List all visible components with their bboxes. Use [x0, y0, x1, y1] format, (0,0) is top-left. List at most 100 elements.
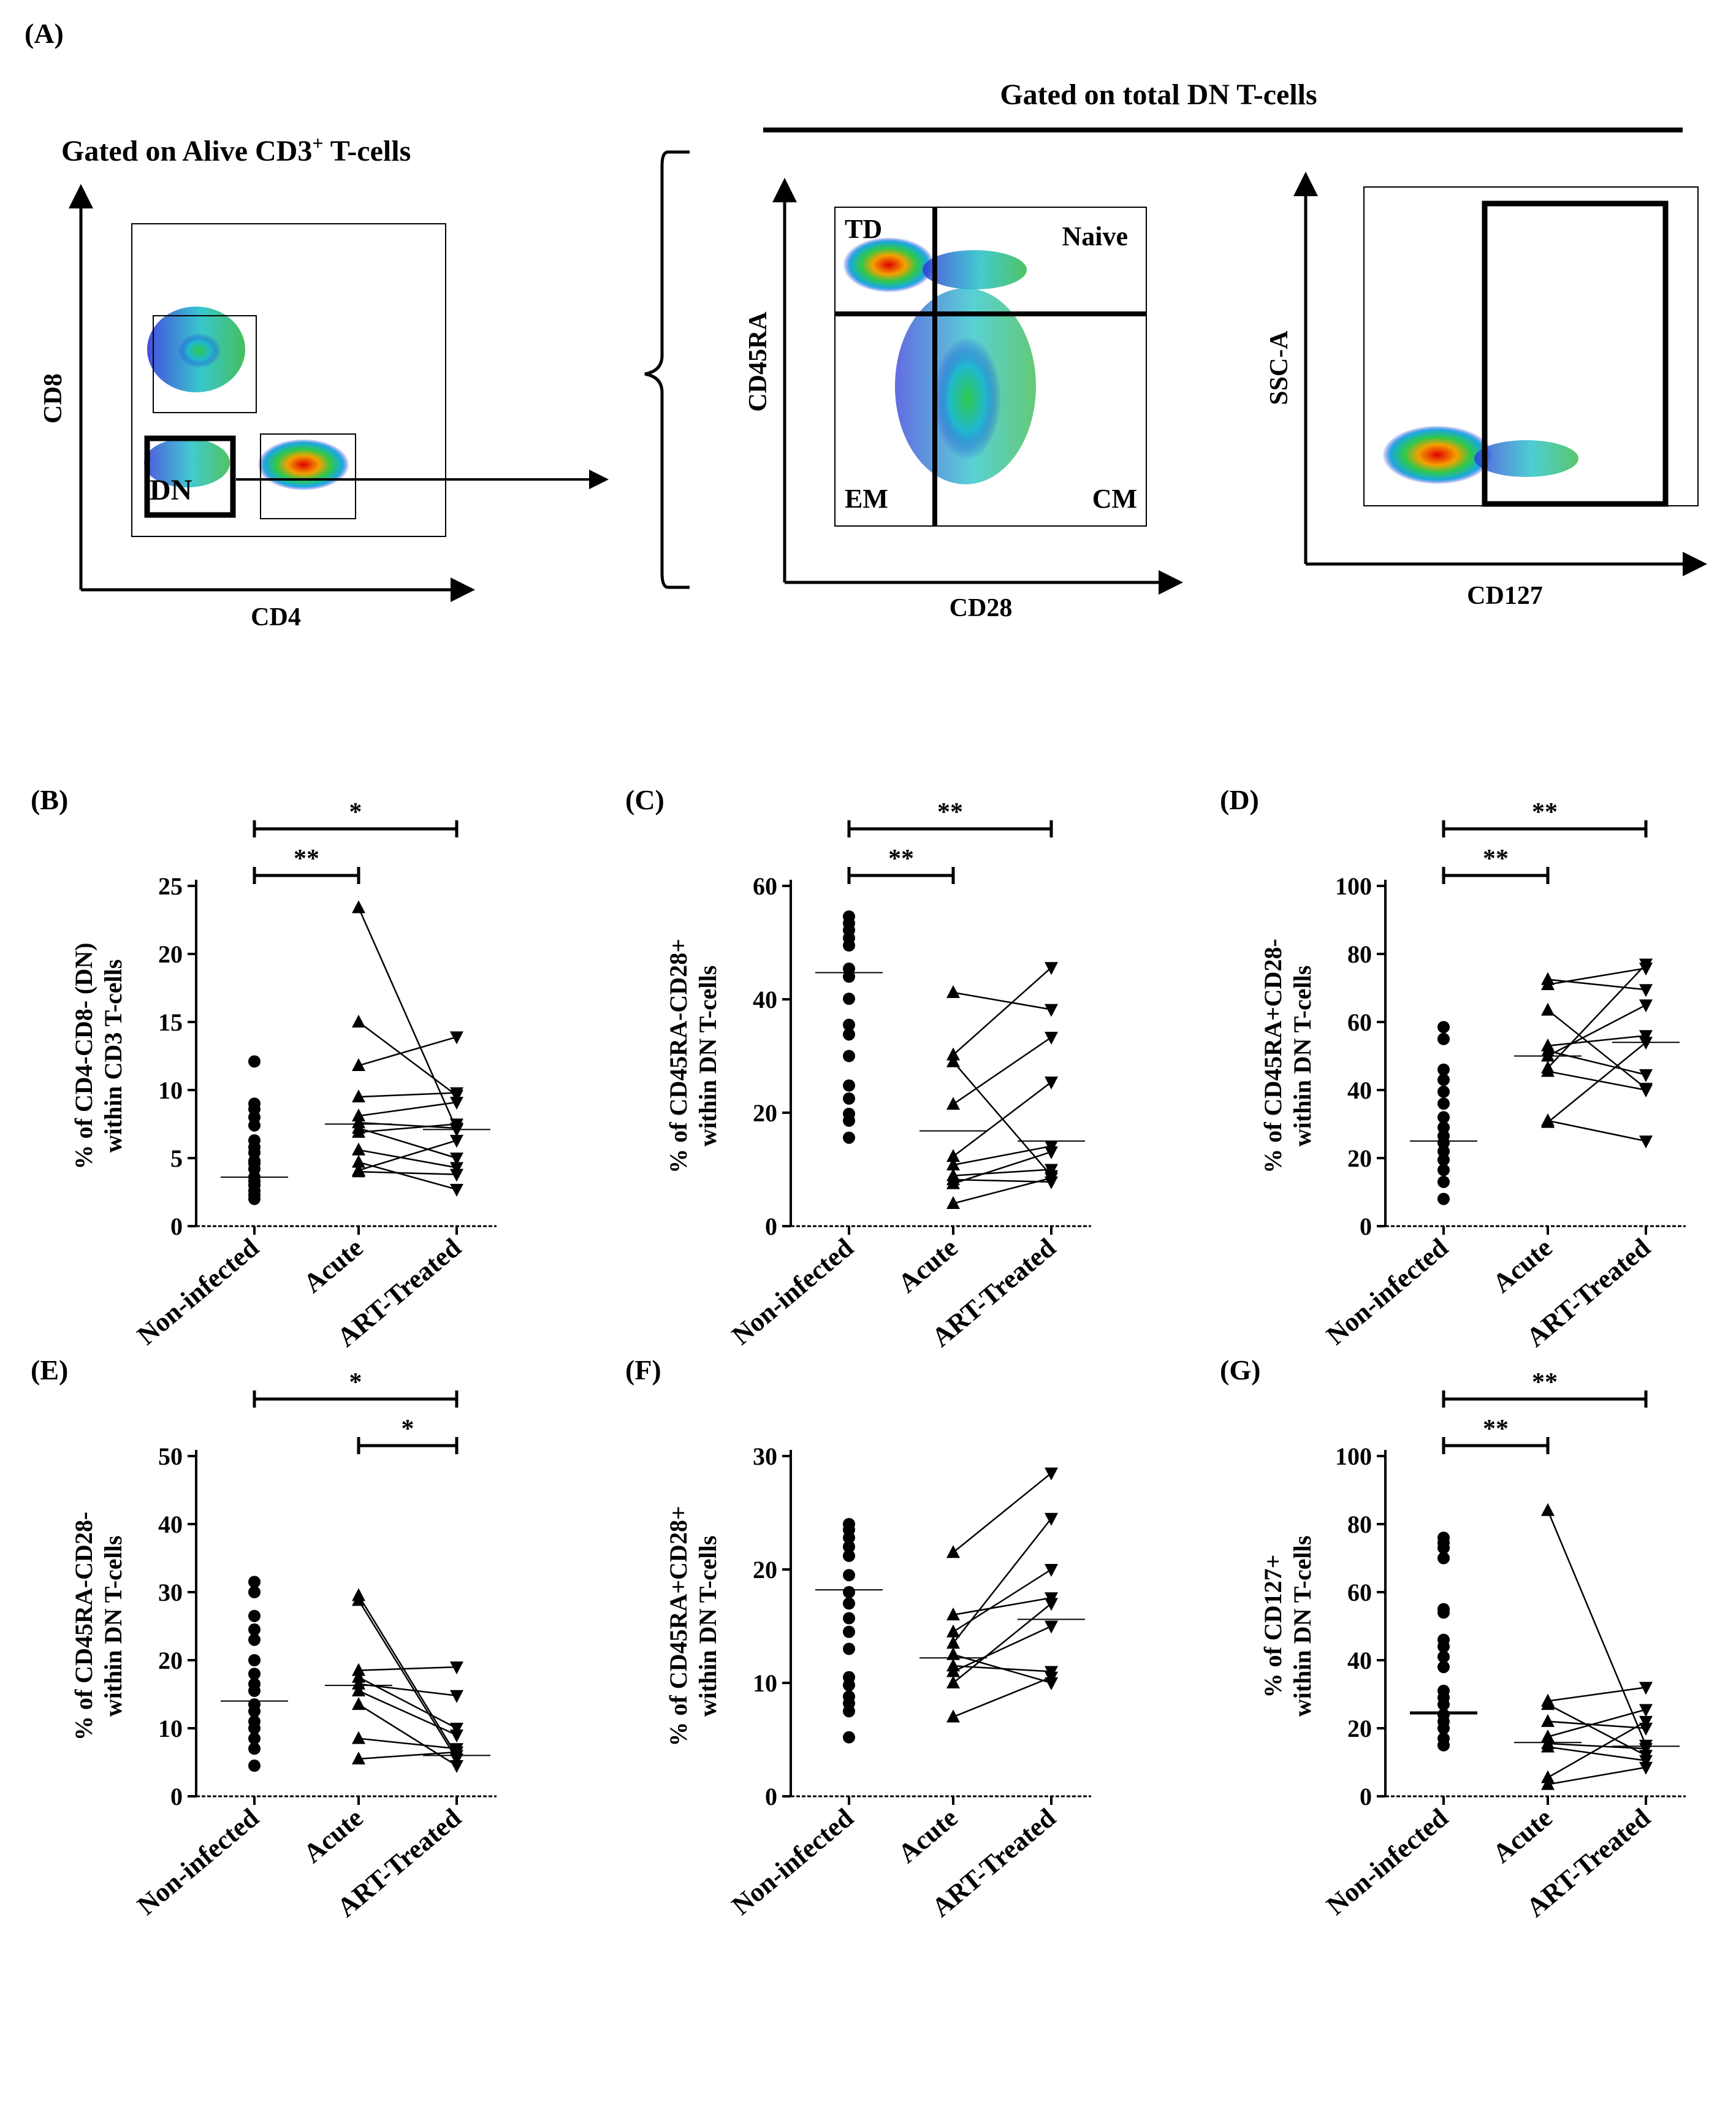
y-tick-label: 15: [158, 1009, 183, 1036]
noninfected-point: [843, 1642, 855, 1655]
flow-p2-xlabel: CD28: [950, 594, 1013, 622]
acute-point: [946, 1624, 960, 1638]
y-tick-label: 20: [158, 1647, 183, 1674]
y-axis-label: within DN T-cells: [99, 1536, 127, 1717]
noninfected-point: [248, 1684, 261, 1697]
acute-point: [946, 985, 960, 998]
y-tick-label: 20: [753, 1099, 777, 1127]
acute-point: [946, 1664, 960, 1677]
noninfected-point: [843, 1586, 855, 1598]
noninfected-point: [1437, 1650, 1450, 1663]
art-point: [1639, 1030, 1653, 1043]
x-tick-label: Non-infected: [1321, 1802, 1454, 1921]
cd4-gate: [260, 433, 356, 519]
significance-label: **: [1483, 845, 1509, 873]
y-tick-label: 5: [170, 1145, 183, 1172]
acute-point: [1541, 1048, 1555, 1062]
noninfected-point: [843, 970, 855, 983]
art-point: [450, 1723, 463, 1736]
pair-line: [358, 1690, 457, 1736]
pair-line: [953, 967, 1052, 1056]
noninfected-point: [1437, 1085, 1450, 1098]
pair-line: [358, 1149, 457, 1169]
noninfected-point: [1437, 1541, 1450, 1554]
y-axis-label: within DN T-cells: [1289, 1536, 1316, 1717]
pair-line: [358, 1127, 457, 1159]
acute-point: [352, 1124, 365, 1138]
acute-point: [1541, 1777, 1555, 1790]
flow-p1-xlabel: CD4: [251, 603, 301, 631]
y-tick-label: 0: [170, 1783, 183, 1810]
y-tick-label: 60: [1347, 1009, 1372, 1036]
y-tick-label: 20: [158, 940, 183, 968]
art-point: [450, 1087, 463, 1100]
pair-line: [1547, 1687, 1647, 1702]
noninfected-point: [248, 1654, 261, 1666]
x-tick-label: Non-infected: [1321, 1232, 1454, 1351]
flow-left-title: Gated on Alive CD3+ T-cells: [61, 132, 411, 167]
noninfected-point: [248, 1055, 261, 1068]
y-tick-label: 10: [158, 1715, 183, 1742]
art-point: [1639, 1743, 1653, 1756]
y-tick-label: 20: [1347, 1715, 1372, 1742]
pair-line: [953, 991, 1052, 1010]
acute-point: [352, 1015, 365, 1028]
flow-plot-cd28-cd45ra: TD Naive EM CM CD28 CD45RA: [744, 178, 1183, 622]
noninfected-point: [843, 1018, 855, 1031]
pair-line: [358, 1036, 457, 1067]
dn-gate-label: DN: [150, 474, 192, 506]
noninfected-point: [248, 1742, 261, 1755]
noninfected-point: [1437, 1097, 1450, 1110]
noninfected-point: [843, 1679, 855, 1691]
noninfected-point: [843, 1531, 855, 1544]
pair-line: [358, 1139, 457, 1172]
significance-label: **: [1483, 1415, 1509, 1443]
pair-line: [953, 1169, 1052, 1176]
pair-line: [953, 1665, 1052, 1672]
y-axis-label: % of CD127+: [1259, 1555, 1287, 1698]
acute-point: [946, 1157, 960, 1171]
pair-line: [357, 1600, 458, 1760]
x-tick-label: Non-infected: [132, 1802, 265, 1921]
art-point: [450, 1184, 463, 1197]
noninfected-point: [1437, 1661, 1450, 1674]
noninfected-point: [1437, 1722, 1450, 1734]
noninfected-point: [843, 993, 855, 1005]
noninfected-point: [1437, 1640, 1450, 1653]
pair-line: [1547, 978, 1647, 991]
y-tick-label: 10: [753, 1669, 777, 1697]
art-point: [450, 1661, 463, 1675]
pair-line: [358, 1751, 457, 1760]
y-tick-label: 0: [1360, 1783, 1372, 1810]
art-point: [1045, 1004, 1058, 1017]
art-point: [450, 1031, 463, 1045]
noninfected-point: [1437, 1032, 1450, 1045]
acute-point: [946, 1149, 960, 1162]
significance-label: *: [349, 798, 362, 826]
pair-line: [953, 1036, 1052, 1105]
art-point: [450, 1169, 463, 1182]
acute-point: [352, 1697, 365, 1710]
x-tick-label: Acute: [893, 1802, 964, 1869]
art-point: [1045, 1164, 1058, 1177]
pair-line: [953, 1151, 1052, 1184]
noninfected-point: [1437, 1121, 1450, 1134]
art-point: [1045, 962, 1058, 975]
noninfected-point: [1437, 1153, 1450, 1166]
art-point: [1639, 1682, 1653, 1695]
pair-line: [953, 1145, 1052, 1166]
pair-line: [1547, 967, 1647, 986]
y-axis-label: within DN T-cells: [694, 1536, 721, 1717]
pair-line: [953, 1676, 1052, 1718]
art-point: [1045, 1620, 1058, 1634]
noninfected-point: [843, 1612, 855, 1625]
y-tick-label: 80: [1347, 1511, 1372, 1538]
flow-p3-xlabel: CD127: [1467, 582, 1543, 610]
art-point: [1045, 1512, 1058, 1526]
y-tick-label: 30: [158, 1579, 183, 1606]
pair-line: [358, 1170, 457, 1175]
art-point: [450, 1690, 463, 1703]
